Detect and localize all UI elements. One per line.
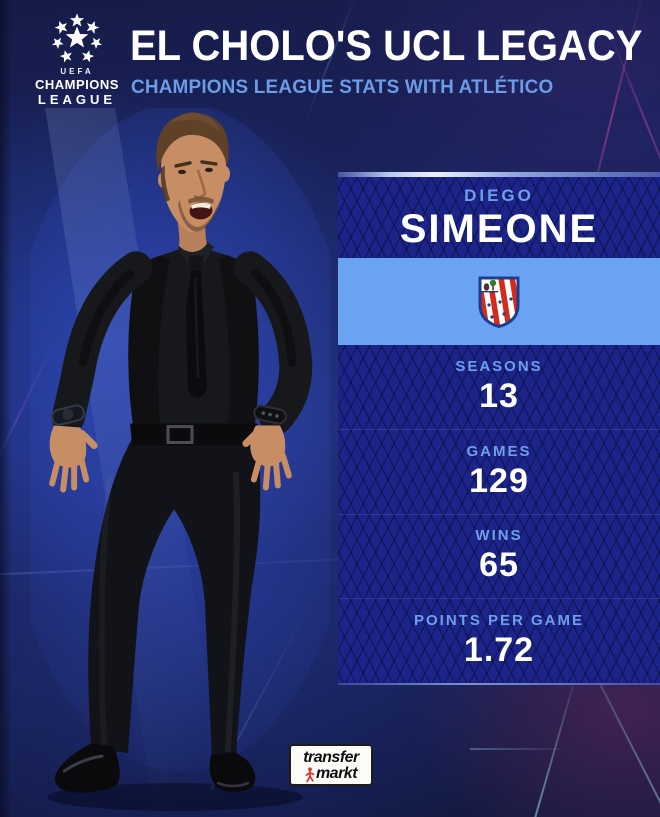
diego-simeone-photo [30, 108, 330, 817]
stat-row-wins: WINS 65 [338, 513, 660, 599]
edge-vignette [0, 0, 12, 817]
subject-last-name: SIMEONE [399, 207, 599, 251]
atletico-madrid-crest [478, 276, 520, 328]
ucl-starball-icon [49, 13, 105, 64]
transfermarkt-word-bottom-row: markt [305, 765, 358, 783]
stat-label: SEASONS [455, 357, 543, 375]
stats-panel: DIEGO SIMEONE [338, 172, 660, 685]
stat-value: 65 [479, 546, 519, 585]
page-title: EL CHOLO'S UCL LEGACY [130, 22, 643, 70]
uefa-label: UEFA [60, 67, 94, 76]
stat-label: POINTS PER GAME [413, 612, 585, 630]
champions-label: CHAMPIONS [35, 77, 119, 92]
stats-list: SEASONS 13 GAMES 129 WINS 65 POINTS PER … [338, 345, 660, 683]
background-line [470, 748, 562, 750]
league-label: LEAGUE [37, 92, 117, 107]
page-subtitle: CHAMPIONS LEAGUE STATS WITH ATLÉTICO [131, 76, 554, 98]
stat-value: 129 [469, 461, 529, 500]
transfermarkt-word-top: transfer [303, 749, 359, 766]
background-line [530, 674, 578, 817]
stat-row-points-per-game: POINTS PER GAME 1.72 [338, 598, 660, 683]
stat-label: GAMES [466, 442, 532, 460]
subject-name-block: DIEGO SIMEONE [338, 177, 660, 258]
panel-top-border [338, 172, 660, 177]
club-band [338, 258, 660, 345]
stat-value: 13 [479, 376, 519, 415]
transfermarkt-word-bottom: markt [315, 765, 358, 782]
subject-first-name: DIEGO [464, 186, 534, 205]
stat-row-games: GAMES 129 [338, 428, 660, 514]
stat-value: 1.72 [463, 631, 535, 670]
panel-bottom-border [338, 683, 660, 685]
stat-row-seasons: SEASONS 13 [338, 345, 660, 429]
stat-label: WINS [475, 527, 523, 545]
transfermarkt-logo: transfer markt [289, 744, 373, 786]
transfermarkt-player-icon [305, 767, 315, 783]
uefa-champions-league-logo: UEFA CHAMPIONS LEAGUE [28, 10, 126, 107]
